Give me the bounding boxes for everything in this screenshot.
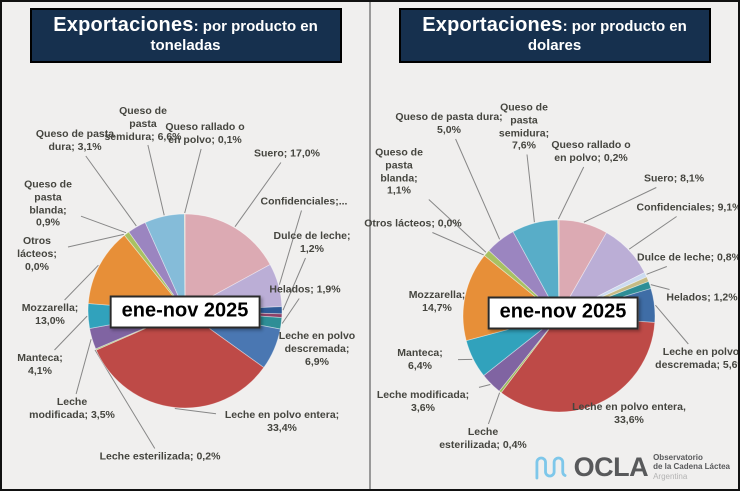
leader-line xyxy=(67,233,124,248)
leader-line xyxy=(583,187,657,223)
pie-slice-leche-esterilizada xyxy=(498,315,560,394)
ocla-logo: OCLA Observatorio de la Cadena Láctea Ar… xyxy=(533,451,730,483)
ocla-org-line1: Observatorio xyxy=(653,452,703,462)
pie-slice-queso-de-pasta-blanda xyxy=(123,231,186,312)
leader-line xyxy=(428,199,487,253)
leader-line xyxy=(526,154,535,223)
pie-chart-toneladas xyxy=(54,144,306,449)
period-label: ene-nov 2025 xyxy=(109,295,261,329)
leader-line xyxy=(628,216,677,250)
pie-slice-queso-de-pasta-semidura xyxy=(512,219,560,317)
leader-line xyxy=(80,215,127,234)
leader-line xyxy=(557,166,585,220)
leader-line xyxy=(487,392,501,425)
pie-slice-queso-de-pasta-semidura xyxy=(144,213,186,312)
pie-slice-queso-de-pasta-dura xyxy=(128,221,186,312)
chart-title-rest: : por producto en toneladas xyxy=(150,18,318,54)
leader-line xyxy=(278,210,302,285)
pie-slice-manteca xyxy=(465,315,560,377)
panel-toneladas: Exportaciones: por producto en toneladas… xyxy=(2,2,369,489)
ocla-org-line3: Argentina xyxy=(653,471,688,481)
leader-line xyxy=(184,148,202,214)
chart-title-rest: : por producto en dolares xyxy=(527,18,687,54)
chart-title-emphasis: Exportaciones xyxy=(53,14,194,36)
leader-line xyxy=(281,298,300,324)
pie-slice-suero xyxy=(558,219,608,318)
panel-divider xyxy=(369,2,371,489)
leader-line xyxy=(147,144,165,216)
pie-slice-leche-en-polvo-entera xyxy=(95,310,265,409)
leader-line xyxy=(646,266,667,275)
leader-line xyxy=(234,162,282,227)
leader-line xyxy=(478,384,491,388)
pie-slice-leche-modificada xyxy=(483,315,560,392)
leader-line xyxy=(64,264,99,301)
pie-slice-queso-rallado-o-en-polvo xyxy=(183,213,186,312)
leader-line xyxy=(282,257,306,311)
chart-title-toneladas: Exportaciones: por producto en toneladas xyxy=(29,8,342,64)
ocla-wordmark: OCLA xyxy=(573,451,649,482)
leader-line xyxy=(655,304,689,345)
leader-line xyxy=(432,232,484,256)
leader-line xyxy=(54,315,88,351)
panel-dolares: Exportaciones: por producto en dolares S… xyxy=(364,2,738,489)
leader-line xyxy=(75,339,92,395)
leader-line xyxy=(174,408,217,415)
pie-slice-mozzarella xyxy=(87,234,186,312)
pie-slice-queso-rallado-o-en-polvo xyxy=(557,219,560,317)
pie-slice-leche-en-polvo-entera xyxy=(500,315,656,413)
ocla-org-text: Observatorio de la Cadena Láctea Argenti… xyxy=(653,453,730,482)
ocla-org-line2: de la Cadena Láctea xyxy=(653,462,730,472)
period-label: ene-nov 2025 xyxy=(487,296,639,330)
chart-title-dolares: Exportaciones: por producto en dolares xyxy=(398,8,711,64)
pie-slice-confidenciales xyxy=(557,232,646,317)
leader-line xyxy=(455,138,501,240)
pie-chart-dolares xyxy=(428,138,689,425)
chart-title-emphasis: Exportaciones xyxy=(422,14,563,36)
ocla-wave-icon xyxy=(535,456,567,480)
leader-line xyxy=(85,155,137,227)
pie-slice-suero xyxy=(184,213,271,312)
leader-line xyxy=(650,284,670,290)
leader-line xyxy=(94,349,156,449)
pie-slice-queso-de-pasta-dura xyxy=(488,231,560,317)
